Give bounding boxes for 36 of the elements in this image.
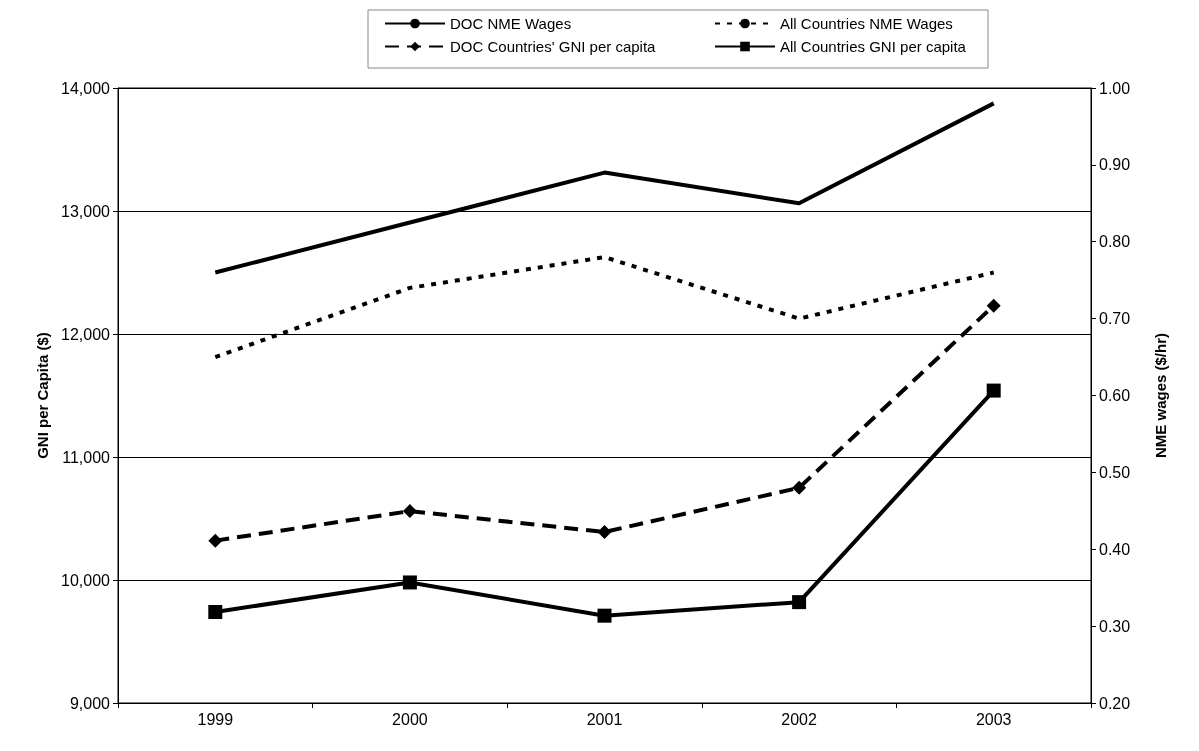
x-tick-label: 1999 bbox=[197, 710, 234, 728]
y-tick-label: 14,000 bbox=[61, 79, 111, 97]
x-tick-label: 2000 bbox=[392, 710, 428, 728]
point bbox=[792, 595, 807, 610]
point bbox=[792, 480, 807, 495]
y-tick-label: 13,000 bbox=[61, 202, 111, 220]
legend-label: All Countries GNI per capita bbox=[780, 38, 967, 55]
y-tick-label: 9,000 bbox=[69, 694, 111, 712]
point bbox=[986, 298, 1001, 313]
point bbox=[402, 575, 417, 590]
y-tick-label: 11,000 bbox=[62, 448, 111, 466]
legend-label: DOC Countries' GNI per capita bbox=[450, 38, 657, 55]
y2-tick-label: 0.50 bbox=[1099, 463, 1131, 481]
y2-tick-label: 0.20 bbox=[1099, 694, 1131, 712]
x-tick-label: 2003 bbox=[975, 710, 1012, 728]
x-tick-label: 2001 bbox=[586, 710, 623, 728]
y-axis-title: GNI per Capita ($) bbox=[34, 332, 52, 459]
point bbox=[597, 525, 612, 540]
legend-label: All Countries NME Wages bbox=[780, 15, 953, 32]
y2-tick-label: 0.80 bbox=[1099, 233, 1131, 251]
point bbox=[597, 608, 612, 623]
y2-tick-label: 0.40 bbox=[1099, 540, 1131, 558]
y2-tick-label: 0.70 bbox=[1099, 310, 1131, 328]
y2-tick-label: 0.60 bbox=[1099, 387, 1131, 404]
y2-axis-title: NME wages ($/hr) bbox=[1152, 332, 1169, 459]
point bbox=[986, 383, 1001, 398]
y2-tick-label: 0.30 bbox=[1099, 617, 1131, 635]
y2-tick-label: 1.00 bbox=[1099, 79, 1131, 97]
point bbox=[208, 604, 223, 619]
y-tick-label: 12,000 bbox=[61, 325, 111, 343]
point bbox=[208, 533, 223, 548]
point bbox=[402, 504, 417, 519]
x-tick-label: 2002 bbox=[781, 710, 817, 728]
y2-tick-label: 0.90 bbox=[1099, 156, 1131, 174]
legend-label: DOC NME Wages bbox=[450, 15, 572, 32]
y-tick-label: 10,000 bbox=[61, 571, 111, 589]
